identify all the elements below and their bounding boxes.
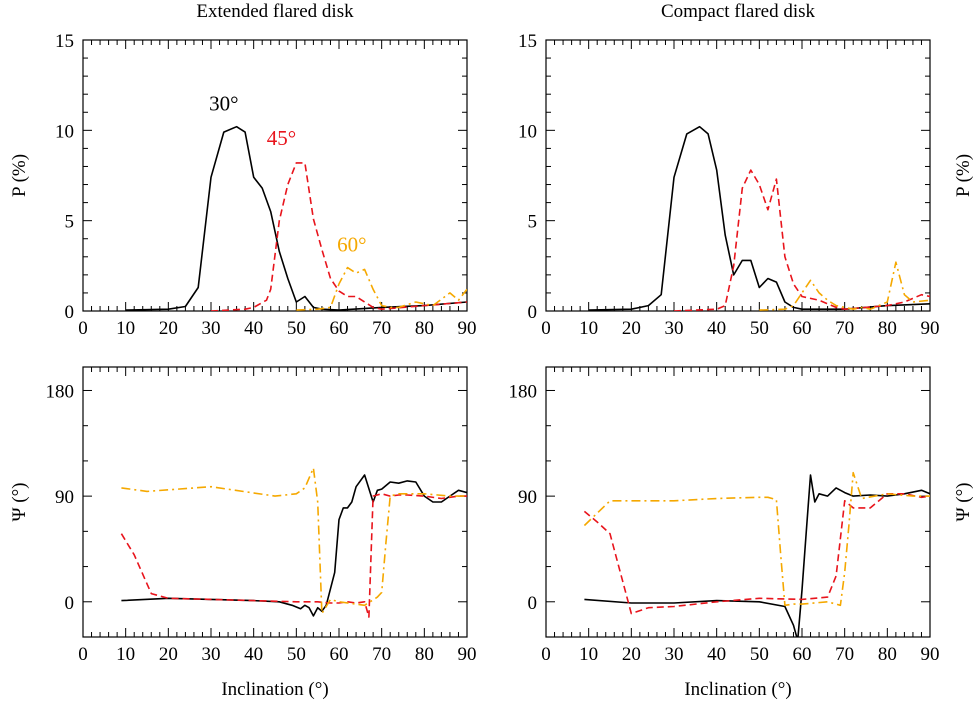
x-tick-label: 30	[665, 318, 684, 339]
y-tick-label: 0	[65, 302, 75, 323]
x-axis-label: Inclination (°)	[221, 679, 328, 700]
y-tick-label: 90	[55, 487, 74, 508]
series-line-3	[121, 467, 467, 615]
panel-4: 0 10 20 30 40 50 60 70 80 90 0 90 180 Inclination (°)…	[509, 366, 974, 700]
y-tick-label: 0	[65, 593, 75, 614]
y-tick-label: 5	[65, 212, 75, 233]
x-tick-label: 10	[116, 644, 135, 665]
x-tick-label: 70	[835, 318, 854, 339]
x-tick-label: 0	[78, 644, 88, 665]
x-tick-label: 60	[793, 644, 812, 665]
x-tick-label: 60	[330, 318, 349, 339]
plot-frame	[545, 39, 931, 312]
series-annotation: 30°	[209, 91, 238, 115]
x-tick-label: 50	[750, 644, 769, 665]
x-tick-label: 60	[793, 318, 812, 339]
y-axis-label: P (%)	[953, 154, 974, 197]
series-line-2	[210, 162, 467, 311]
series-annotation: 45°	[267, 126, 296, 150]
y-tick-label: 15	[518, 31, 537, 52]
x-tick-label: 30	[202, 318, 221, 339]
y-axis-label: P (%)	[9, 154, 30, 197]
x-tick-label: 80	[878, 644, 897, 665]
y-tick-label: 0	[528, 302, 538, 323]
panel-title: Extended flared disk	[196, 1, 354, 22]
x-tick-label: 90	[921, 644, 940, 665]
series-line-1	[125, 125, 467, 311]
x-tick-label: 30	[202, 644, 221, 665]
series-line-2	[120, 492, 467, 618]
x-tick-label: 10	[579, 318, 598, 339]
x-tick-label: 90	[921, 318, 940, 339]
x-tick-label: 90	[458, 644, 477, 665]
x-tick-label: 70	[372, 318, 391, 339]
plot-frame	[82, 366, 468, 638]
series-line-2	[673, 169, 930, 311]
y-axis-label: Ψ (°)	[953, 482, 974, 521]
x-tick-label: 40	[707, 644, 726, 665]
x-tick-label: 20	[159, 318, 178, 339]
x-tick-label: 40	[707, 318, 726, 339]
x-tick-label: 0	[541, 644, 551, 665]
panel-1: 0 10 20 30 40 50 60 70 80 90 0 5 10 15 Extended flared…	[9, 1, 477, 339]
x-tick-label: 50	[750, 318, 769, 339]
x-tick-label: 20	[159, 644, 178, 665]
x-tick-label: 70	[372, 644, 391, 665]
series-line-3	[296, 266, 467, 311]
x-tick-label: 10	[579, 644, 598, 665]
x-tick-label: 20	[622, 644, 641, 665]
y-tick-label: 15	[55, 31, 74, 52]
series-line-1	[584, 474, 930, 637]
series-line-3	[759, 261, 930, 311]
plot-frame	[545, 366, 931, 638]
series-annotation: 60°	[337, 232, 366, 256]
x-tick-label: 0	[541, 318, 551, 339]
x-tick-label: 0	[78, 318, 88, 339]
panel-3: 0 10 20 30 40 50 60 70 80 90 0 90 180 Inclination (°)…	[9, 366, 477, 700]
x-tick-label: 70	[835, 644, 854, 665]
y-tick-label: 90	[518, 487, 537, 508]
series-line-3	[583, 471, 930, 607]
x-tick-label: 40	[244, 318, 263, 339]
panel-2: 0 10 20 30 40 50 60 70 80 90 0 5 10 15 Compact flared …	[518, 1, 974, 339]
series-line-2	[583, 492, 930, 615]
plot-frame	[82, 39, 468, 312]
y-tick-label: 5	[528, 212, 538, 233]
x-axis-label: Inclination (°)	[684, 679, 791, 700]
x-tick-label: 80	[415, 318, 434, 339]
x-tick-label: 80	[415, 644, 434, 665]
x-tick-label: 30	[665, 644, 684, 665]
x-tick-label: 50	[287, 318, 306, 339]
panel-title: Compact flared disk	[661, 1, 816, 22]
y-tick-label: 10	[518, 121, 537, 142]
x-tick-label: 10	[116, 318, 135, 339]
x-tick-label: 90	[458, 318, 477, 339]
y-tick-label: 10	[55, 121, 74, 142]
y-axis-label: Ψ (°)	[9, 482, 30, 521]
series-line-1	[121, 474, 467, 617]
x-tick-label: 80	[878, 318, 897, 339]
y-tick-label: 180	[509, 381, 538, 402]
series-line-1	[588, 125, 930, 311]
x-tick-label: 20	[622, 318, 641, 339]
x-tick-label: 60	[330, 644, 349, 665]
x-tick-label: 50	[287, 644, 306, 665]
y-tick-label: 180	[46, 381, 75, 402]
y-tick-label: 0	[528, 593, 538, 614]
x-tick-label: 40	[244, 644, 263, 665]
